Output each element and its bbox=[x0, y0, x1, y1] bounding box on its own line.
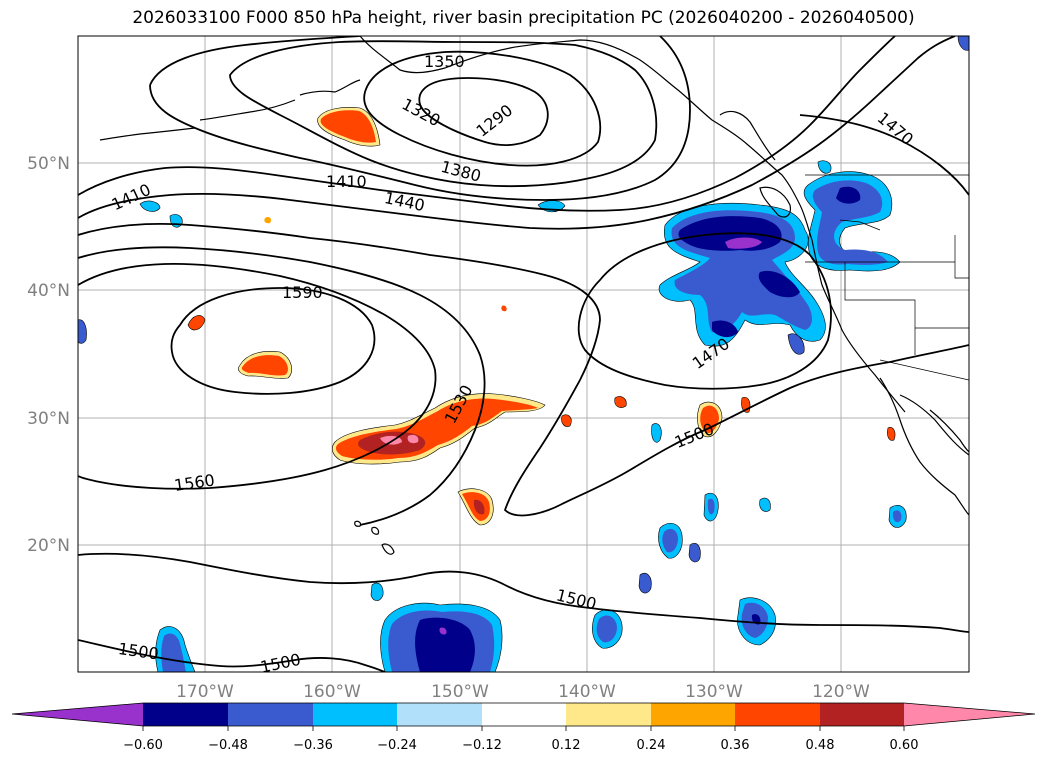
lon-label-140w: 140°W bbox=[558, 682, 616, 702]
contour-label-1500-d: 1500 bbox=[259, 650, 303, 677]
height-contours bbox=[78, 36, 969, 672]
lat-label-40n: 40°N bbox=[27, 281, 70, 301]
colorbar-tick-2: −0.48 bbox=[208, 738, 248, 753]
colorbar-segment-7 bbox=[651, 703, 735, 726]
colorbar-tick-1: −0.60 bbox=[123, 738, 163, 753]
lon-label-150w: 150°W bbox=[431, 682, 489, 702]
lat-label-50n: 50°N bbox=[27, 154, 70, 174]
colorbar-segment-3 bbox=[313, 703, 397, 726]
colorbar-segment-5 bbox=[482, 703, 566, 726]
latitude-labels: 50°N 40°N 30°N 20°N bbox=[27, 154, 70, 556]
lon-label-170w: 170°W bbox=[176, 682, 234, 702]
colorbar: −0.60 −0.48 −0.36 −0.24 −0.12 0.12 0.24 … bbox=[11, 702, 1036, 753]
colorbar-tick-4: −0.24 bbox=[377, 738, 417, 753]
contour-label-1410-a: 1410 bbox=[326, 172, 367, 191]
colorbar-arrow-right bbox=[904, 703, 1035, 726]
contour-label-1590: 1590 bbox=[282, 283, 323, 302]
colorbar-segment-8 bbox=[735, 703, 820, 726]
colorbar-tick-5: −0.12 bbox=[462, 738, 502, 753]
political-borders bbox=[805, 174, 969, 381]
lon-label-130w: 130°W bbox=[685, 682, 743, 702]
colorbar-segment-9 bbox=[820, 703, 904, 726]
coastlines bbox=[99, 36, 969, 555]
map-plot-area: 1350 1290 1320 1380 1410 1410 1440 1590 … bbox=[78, 36, 969, 677]
lon-label-120w: 120°W bbox=[812, 682, 870, 702]
colorbar-tick-7: 0.24 bbox=[637, 738, 666, 753]
colorbar-segment-2 bbox=[228, 703, 313, 726]
colorbar-tick-6: 0.12 bbox=[552, 738, 581, 753]
longitude-labels: 170°W 160°W 150°W 140°W 130°W 120°W bbox=[176, 682, 870, 702]
colorbar-segment-4 bbox=[397, 703, 482, 726]
map-frame bbox=[77, 35, 970, 673]
colorbar-arrow-left bbox=[12, 703, 143, 726]
lat-label-20n: 20°N bbox=[27, 536, 70, 556]
contour-label-1350: 1350 bbox=[424, 52, 465, 71]
colorbar-segment-6 bbox=[566, 703, 651, 726]
colorbar-tick-9: 0.48 bbox=[806, 738, 835, 753]
lat-label-30n: 30°N bbox=[27, 409, 70, 429]
colorbar-tick-8: 0.36 bbox=[721, 738, 750, 753]
colorbar-tick-10: 0.60 bbox=[890, 738, 919, 753]
colorbar-tick-3: −0.36 bbox=[293, 738, 333, 753]
colorbar-segment-1 bbox=[143, 703, 228, 726]
map-title: 2026033100 F000 850 hPa height, river ba… bbox=[132, 8, 915, 28]
precip-negative-shading bbox=[78, 36, 969, 672]
lon-label-160w: 160°W bbox=[303, 682, 361, 702]
